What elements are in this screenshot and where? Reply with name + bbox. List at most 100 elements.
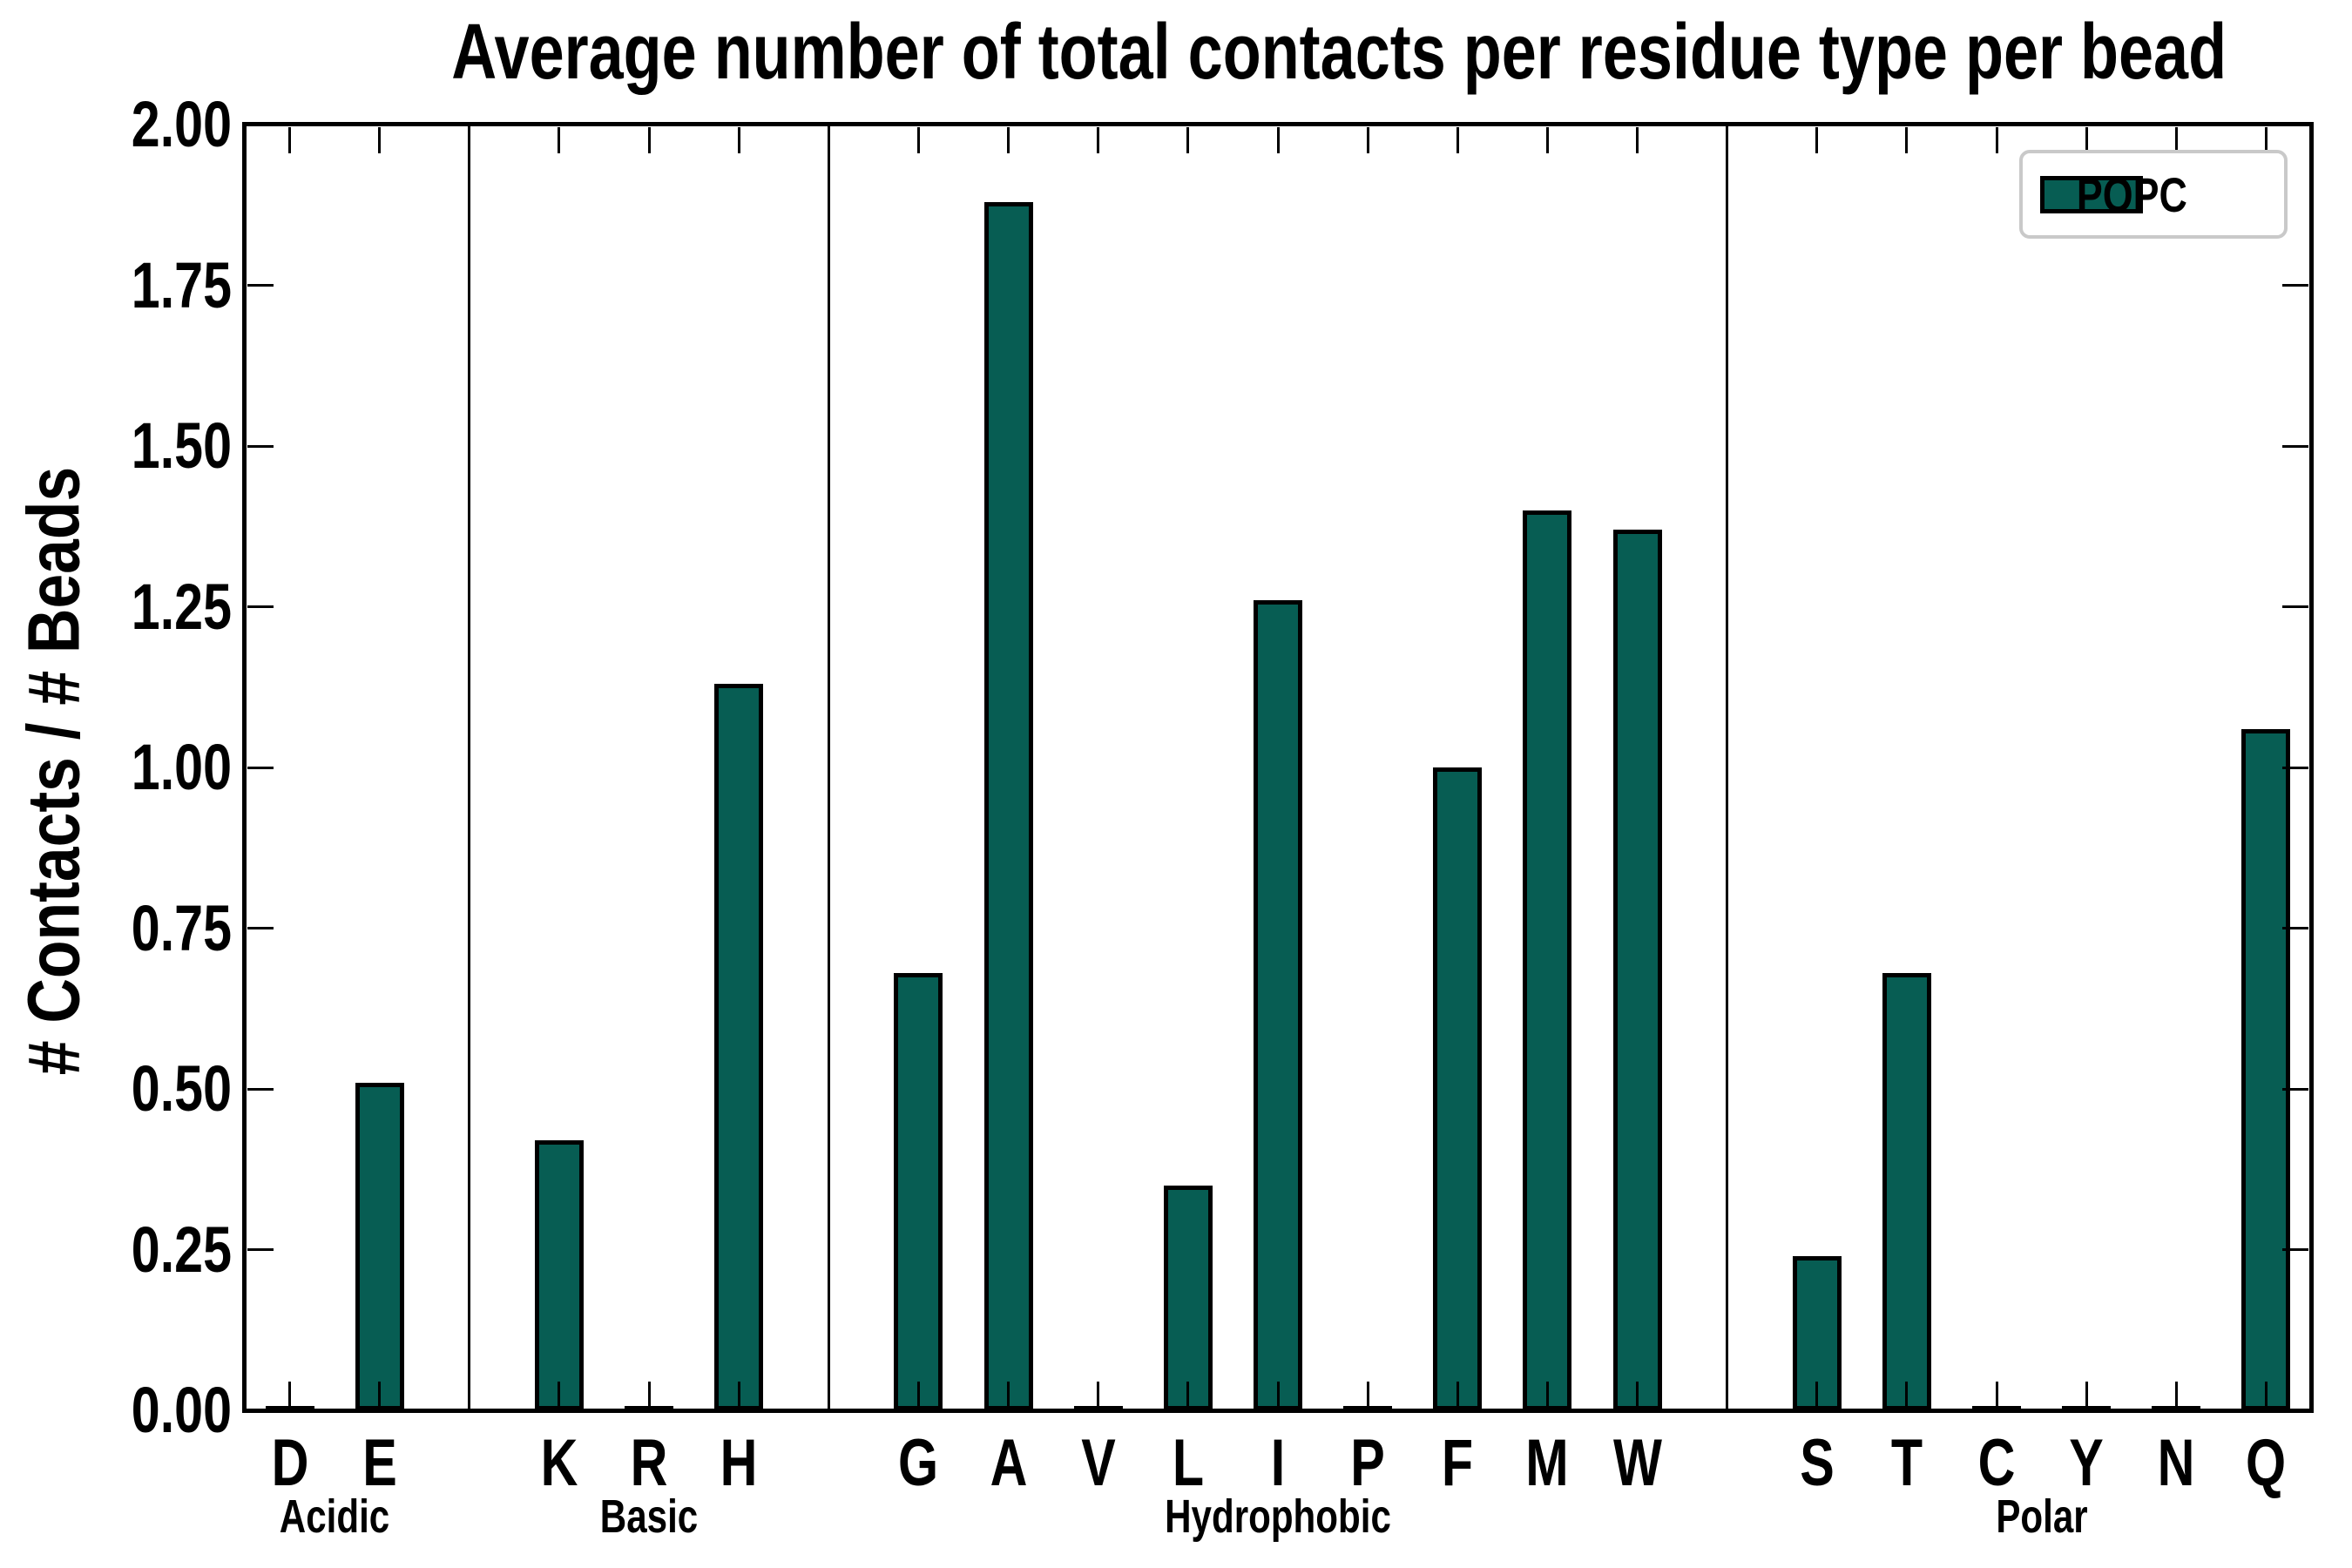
x-tick-label-K: K xyxy=(540,1426,578,1500)
x-tick-label-W: W xyxy=(1612,1426,1662,1500)
y-tick-label-1.00: 1.00 xyxy=(131,731,232,803)
y-tick-left-1.25 xyxy=(247,605,274,608)
x-tick-bottom-F xyxy=(1456,1382,1459,1408)
y-tick-left-1.75 xyxy=(247,284,274,287)
x-tick-top-H xyxy=(737,127,740,153)
y-tick-right-1.00 xyxy=(2282,766,2308,769)
bar-G xyxy=(894,973,943,1410)
y-tick-left-2.00 xyxy=(247,123,274,126)
bar-V xyxy=(1073,1406,1123,1410)
x-tick-label-A: A xyxy=(990,1426,1028,1500)
x-tick-bottom-I xyxy=(1276,1382,1280,1408)
y-tick-label-1.25: 1.25 xyxy=(131,570,232,643)
x-tick-top-V xyxy=(1097,127,1100,153)
x-tick-label-Y: Y xyxy=(2069,1426,2104,1500)
x-tick-top-M xyxy=(1545,127,1549,153)
y-tick-right-1.75 xyxy=(2282,284,2308,287)
x-tick-label-H: H xyxy=(720,1426,758,1500)
x-tick-bottom-S xyxy=(1815,1382,1819,1408)
x-tick-bottom-Y xyxy=(2085,1382,2088,1408)
y-tick-label-2.00: 2.00 xyxy=(131,88,232,160)
y-tick-right-0.50 xyxy=(2282,1087,2308,1091)
bar-Y xyxy=(2062,1406,2112,1410)
y-tick-right-0.25 xyxy=(2282,1248,2308,1251)
bar-N xyxy=(2152,1406,2201,1410)
x-tick-bottom-Q xyxy=(2264,1382,2268,1408)
y-tick-left-0.00 xyxy=(247,1409,274,1412)
x-tick-label-F: F xyxy=(1442,1426,1474,1500)
x-tick-label-D: D xyxy=(271,1426,308,1500)
x-tick-label-G: G xyxy=(898,1426,939,1500)
y-tick-left-1.00 xyxy=(247,766,274,769)
bar-I xyxy=(1254,600,1302,1410)
x-tick-label-R: R xyxy=(630,1426,668,1500)
x-tick-top-L xyxy=(1186,127,1190,153)
x-tick-bottom-C xyxy=(1995,1382,1998,1408)
x-tick-top-A xyxy=(1007,127,1010,153)
x-tick-label-Q: Q xyxy=(2246,1426,2287,1500)
x-tick-top-D xyxy=(288,127,292,153)
bar-M xyxy=(1523,510,1572,1410)
x-tick-label-N: N xyxy=(2157,1426,2195,1500)
x-tick-label-V: V xyxy=(1080,1426,1116,1500)
y-tick-right-1.50 xyxy=(2282,444,2308,448)
y-tick-label-1.75: 1.75 xyxy=(131,248,232,321)
group-divider-2 xyxy=(827,125,830,1410)
bar-K xyxy=(534,1140,584,1410)
bar-L xyxy=(1163,1186,1213,1410)
x-tick-top-K xyxy=(558,127,561,153)
group-label-Hydrophobic: Hydrophobic xyxy=(1165,1490,1391,1543)
bar-P xyxy=(1343,1406,1393,1410)
x-tick-bottom-T xyxy=(1905,1382,1909,1408)
legend-label: POPC xyxy=(2076,166,2187,222)
x-tick-top-Y xyxy=(2085,127,2088,153)
legend: POPC xyxy=(2019,150,2288,239)
y-tick-left-0.25 xyxy=(247,1248,274,1251)
y-tick-left-0.75 xyxy=(247,927,274,929)
x-tick-label-L: L xyxy=(1172,1426,1204,1500)
y-tick-right-2.00 xyxy=(2282,123,2308,126)
x-tick-bottom-H xyxy=(737,1382,740,1408)
x-tick-top-E xyxy=(378,127,382,153)
bar-E xyxy=(355,1083,404,1410)
x-tick-bottom-N xyxy=(2174,1382,2178,1408)
x-tick-top-I xyxy=(1276,127,1280,153)
y-tick-label-0.50: 0.50 xyxy=(131,1052,232,1125)
x-tick-bottom-D xyxy=(288,1382,292,1408)
y-tick-right-0.00 xyxy=(2282,1409,2308,1412)
x-tick-bottom-V xyxy=(1097,1382,1100,1408)
x-tick-label-S: S xyxy=(1800,1426,1835,1500)
bar-F xyxy=(1433,767,1483,1410)
group-divider-1 xyxy=(468,125,471,1410)
y-tick-right-1.25 xyxy=(2282,605,2308,608)
x-tick-top-F xyxy=(1456,127,1459,153)
bar-A xyxy=(983,202,1033,1410)
y-tick-label-0.00: 0.00 xyxy=(131,1374,232,1446)
group-label-Acidic: Acidic xyxy=(279,1490,390,1543)
y-tick-label-0.25: 0.25 xyxy=(131,1213,232,1286)
x-tick-bottom-R xyxy=(647,1382,651,1408)
group-label-Basic: Basic xyxy=(599,1490,699,1543)
legend-swatch-popc xyxy=(2040,175,2143,213)
x-tick-top-T xyxy=(1905,127,1909,153)
x-tick-bottom-P xyxy=(1366,1382,1369,1408)
x-tick-top-C xyxy=(1995,127,1998,153)
x-tick-bottom-K xyxy=(558,1382,561,1408)
bar-R xyxy=(625,1406,674,1410)
x-tick-label-E: E xyxy=(362,1426,397,1500)
bar-T xyxy=(1882,973,1931,1410)
x-tick-top-P xyxy=(1366,127,1369,153)
group-divider-3 xyxy=(1726,125,1729,1410)
bar-Q xyxy=(2241,729,2291,1410)
x-tick-bottom-M xyxy=(1545,1382,1549,1408)
bar-C xyxy=(1972,1406,2022,1410)
x-tick-top-G xyxy=(916,127,920,153)
plot-area xyxy=(242,122,2314,1413)
bar-W xyxy=(1612,530,1662,1410)
x-tick-top-N xyxy=(2174,127,2178,153)
x-tick-top-S xyxy=(1815,127,1819,153)
x-tick-label-C: C xyxy=(1977,1426,2016,1500)
x-tick-bottom-G xyxy=(916,1382,920,1408)
x-tick-top-W xyxy=(1636,127,1639,153)
x-tick-bottom-E xyxy=(378,1382,382,1408)
